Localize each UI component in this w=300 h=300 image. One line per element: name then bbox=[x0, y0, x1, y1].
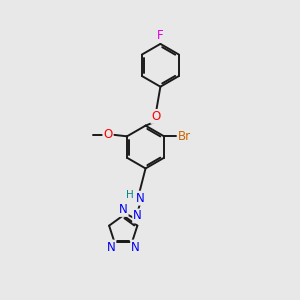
Text: O: O bbox=[103, 128, 112, 141]
Text: F: F bbox=[157, 29, 164, 42]
Text: O: O bbox=[151, 110, 160, 123]
Text: N: N bbox=[133, 209, 142, 223]
Text: N: N bbox=[106, 241, 116, 254]
Text: N: N bbox=[131, 241, 140, 254]
Text: N: N bbox=[119, 203, 128, 216]
Text: N: N bbox=[136, 192, 145, 205]
Text: Br: Br bbox=[178, 130, 191, 143]
Text: H: H bbox=[126, 190, 134, 200]
